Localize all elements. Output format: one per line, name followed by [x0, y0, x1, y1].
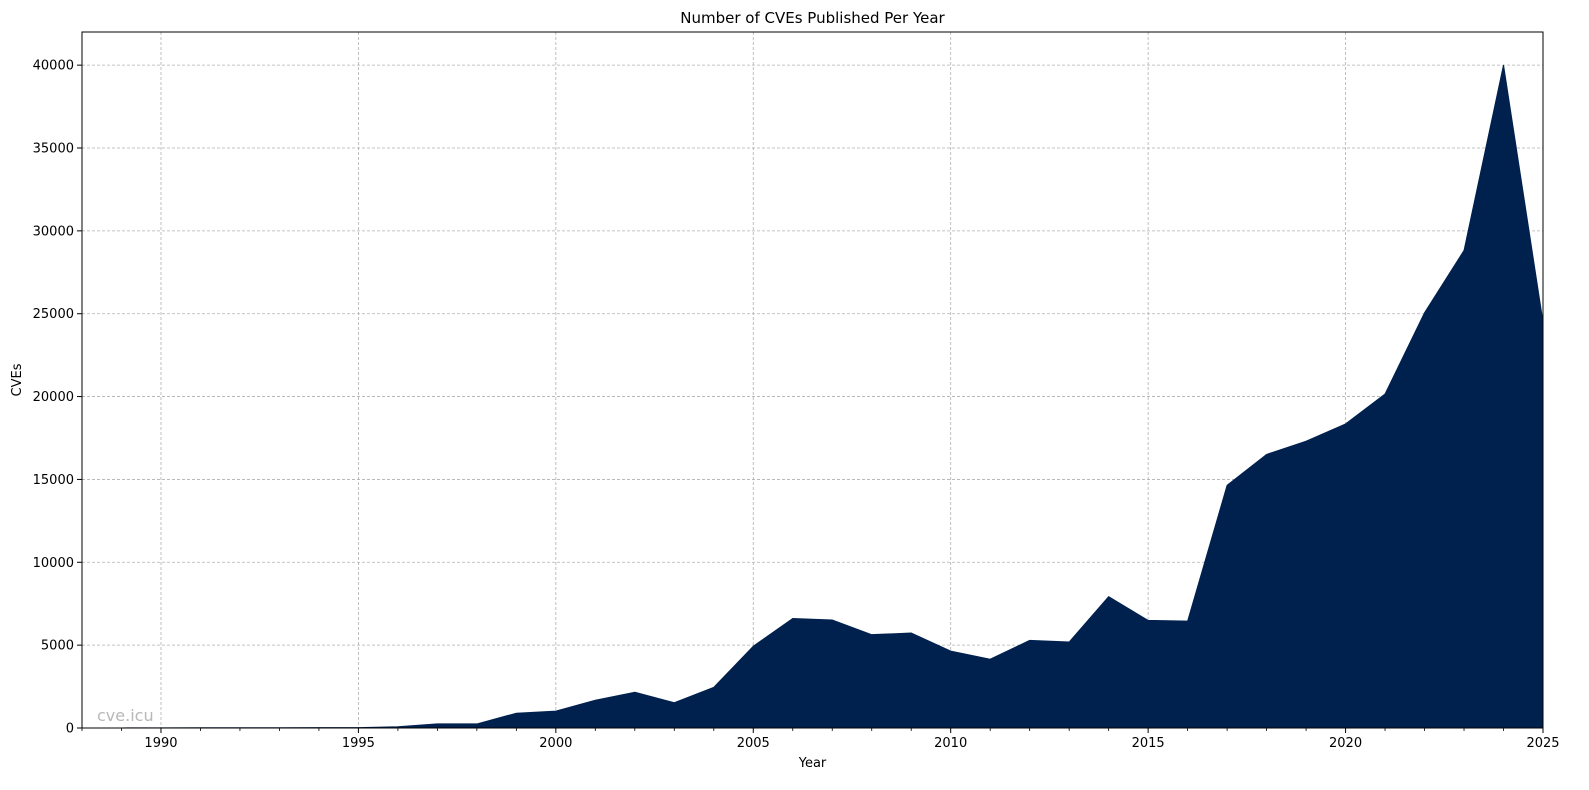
y-tick-label: 5000	[41, 639, 74, 654]
x-tick-label: 2020	[1329, 736, 1362, 751]
x-tick-label: 2000	[539, 736, 572, 751]
y-tick-label: 10000	[33, 556, 74, 571]
x-tick-label: 2010	[934, 736, 967, 751]
chart-title: Number of CVEs Published Per Year	[680, 9, 945, 27]
y-tick-label: 35000	[33, 142, 74, 157]
y-tick-label: 15000	[33, 473, 74, 488]
y-tick-label: 25000	[33, 307, 74, 322]
plot-frame	[81, 31, 1544, 729]
x-tick-label: 1995	[342, 736, 375, 751]
y-tick-label: 20000	[33, 390, 74, 405]
x-axis: 1990 1995 2000 2005 2010 2015 2020 2025	[81, 728, 1560, 751]
x-tick-label: 2005	[737, 736, 770, 751]
watermark: cve.icu	[97, 706, 154, 725]
x-axis-title: Year	[798, 756, 827, 771]
y-axis-title: CVEs	[10, 363, 25, 396]
x-tick-label: 2025	[1526, 736, 1559, 751]
x-tick-label: 1990	[144, 736, 177, 751]
x-tick-label: 2015	[1132, 736, 1165, 751]
y-tick-label: 40000	[33, 59, 74, 74]
y-axis: 0 5000 10000 15000 20000 25000 30000 35000 40000	[33, 59, 82, 737]
y-tick-label: 0	[66, 722, 74, 737]
y-tick-label: 30000	[33, 224, 74, 239]
